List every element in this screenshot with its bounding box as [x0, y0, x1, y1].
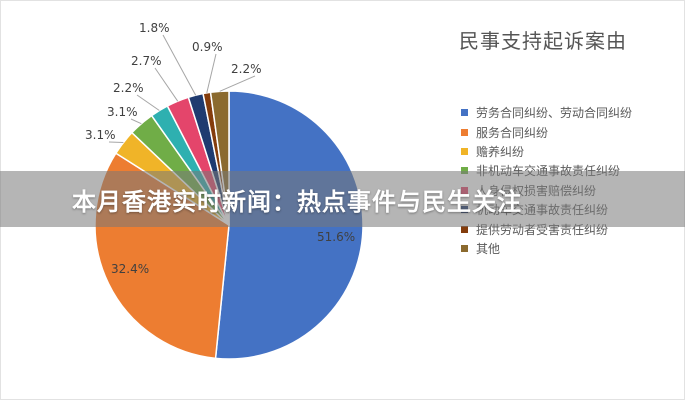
data-label-9: 2.2%: [231, 62, 262, 76]
data-label-4: 3.1%: [107, 105, 138, 119]
legend-item-2: 服务合同纠纷: [461, 122, 632, 141]
data-label-6: 2.7%: [131, 54, 162, 68]
leader-line-6: [154, 67, 179, 102]
data-label-2: 32.4%: [111, 262, 149, 276]
legend-label: 服务合同纠纷: [476, 125, 549, 140]
chart-title: 民事支持起诉案由: [459, 29, 627, 53]
leader-line-3: [108, 141, 124, 144]
leader-line-4: [130, 118, 142, 125]
legend-label: 赡养纠纷: [476, 144, 525, 159]
legend-label: 其他: [476, 241, 501, 256]
data-label-8: 0.9%: [192, 40, 223, 54]
legend-swatch-icon: [461, 244, 468, 252]
data-label-5: 2.2%: [113, 81, 144, 95]
legend-swatch-icon: [461, 225, 468, 233]
leader-line-7: [162, 34, 197, 96]
news-headline: 本月香港实时新闻：热点事件与民生关注: [72, 187, 522, 216]
legend-swatch-icon: [461, 147, 468, 155]
legend-swatch-icon: [461, 167, 468, 175]
legend-item-8: 其他: [461, 239, 632, 258]
legend-swatch-icon: [461, 128, 468, 136]
data-label-1: 51.6%: [317, 230, 355, 244]
data-label-3: 3.1%: [85, 128, 116, 142]
legend-label: 劳务合同纠纷、劳动合同纠纷: [476, 106, 633, 121]
legend-swatch-icon: [461, 109, 468, 117]
leader-line-9: [219, 75, 256, 92]
legend-item-1: 劳务合同纠纷、劳动合同纠纷: [461, 103, 632, 122]
data-label-7: 1.8%: [139, 21, 170, 35]
legend-item-3: 赡养纠纷: [461, 142, 632, 161]
leader-line-5: [136, 94, 160, 111]
leader-line-8: [206, 53, 217, 93]
news-headline-banner: 本月香港实时新闻：热点事件与民生关注: [0, 171, 685, 227]
